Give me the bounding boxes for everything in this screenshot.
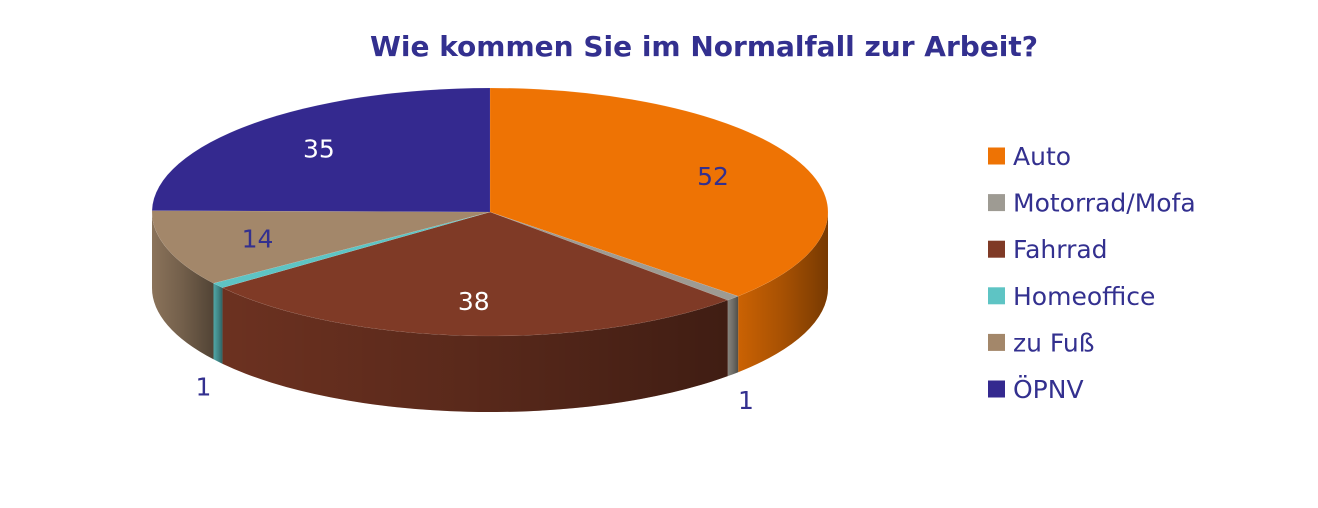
data-label-oepnv: 35 — [303, 135, 335, 164]
data-label-auto: 52 — [697, 162, 729, 191]
legend-item-homeoffice: Homeoffice — [988, 282, 1155, 311]
data-label-motorrad-mofa: 1 — [738, 386, 754, 415]
pie-slice-auto — [489, 87, 829, 297]
data-label-homeoffice: 1 — [195, 372, 211, 401]
pie-side-homeoffice-shade — [213, 283, 223, 364]
legend-swatch — [988, 147, 1005, 165]
legend-label: Homeoffice — [1013, 282, 1155, 311]
pie-side-auto-shade — [738, 212, 828, 373]
pie-slice-zu-fuss — [151, 210, 491, 284]
data-label-fahrrad: 38 — [458, 287, 490, 316]
pie-side-motorrad-mofa-shade — [727, 296, 739, 377]
legend-label: Fahrrad — [1013, 235, 1108, 264]
pie-side-zu-fuss-shade — [152, 212, 214, 360]
legend-item-motorrad-mofa: Motorrad/Mofa — [988, 189, 1196, 218]
legend-swatch — [988, 194, 1005, 212]
pie-side-fahrrad-shade — [222, 287, 728, 412]
legend-swatch — [988, 287, 1005, 305]
legend-label: Auto — [1013, 142, 1071, 171]
legend-item-fahrrad: Fahrrad — [988, 235, 1108, 264]
pie-slice-fahrrad — [221, 211, 729, 337]
pie-slice-homeoffice — [212, 211, 491, 289]
legend: Auto Motorrad/Mofa Fahrrad Homeoffice zu Fuß… — [988, 142, 1196, 404]
chart-title: Wie kommen Sie im Normalfall zur Arbeit? — [370, 30, 1038, 63]
data-label-zu-fuss: 14 — [242, 224, 274, 253]
pie-sides — [152, 212, 828, 412]
legend-swatch — [988, 380, 1005, 398]
legend-swatch — [988, 240, 1005, 258]
legend-item-zu-fuss: zu Fuß — [988, 328, 1095, 357]
legend-label: ÖPNV — [1013, 375, 1084, 404]
legend-item-oepnv: ÖPNV — [988, 375, 1084, 404]
pie-slice-motorrad-mofa — [489, 211, 739, 301]
legend-swatch — [988, 333, 1005, 351]
data-labels: 52 1 38 1 14 35 — [195, 135, 753, 416]
legend-label: Motorrad/Mofa — [1013, 189, 1196, 218]
pie-slices — [151, 87, 829, 337]
legend-item-auto: Auto — [988, 142, 1071, 171]
legend-label: zu Fuß — [1013, 328, 1095, 357]
pie-slice-oepnv — [151, 87, 491, 213]
